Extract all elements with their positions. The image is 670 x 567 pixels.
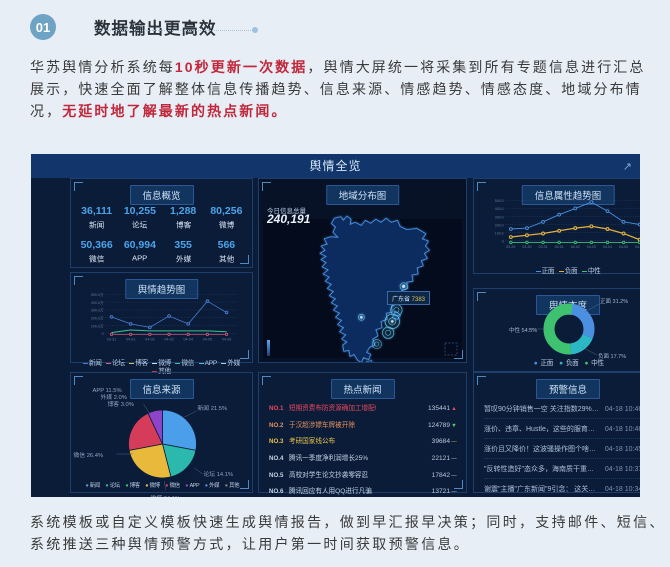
svg-text:04-01: 04-01 [126, 337, 135, 341]
svg-text:新闻 21.5%: 新闻 21.5% [198, 404, 228, 412]
svg-text:04-06: 04-06 [635, 245, 640, 249]
svg-text:博客 3.0%: 博客 3.0% [108, 400, 134, 408]
svg-text:03-31: 03-31 [107, 337, 116, 341]
svg-text:外媒 2.0%: 外媒 2.0% [101, 393, 127, 401]
svg-text:04-01: 04-01 [555, 245, 564, 249]
svg-text:论坛 14.1%: 论坛 14.1% [204, 470, 234, 478]
svg-text:微博 24.1%: 微博 24.1% [151, 494, 181, 497]
svg-text:04-02: 04-02 [145, 337, 154, 341]
svg-text:04-05: 04-05 [619, 245, 628, 249]
svg-text:04-03: 04-03 [164, 337, 173, 341]
svg-text:03-30: 03-30 [522, 245, 531, 249]
svg-text:0: 0 [502, 239, 504, 243]
svg-text:04-04: 04-04 [603, 245, 612, 249]
svg-text:03-29: 03-29 [506, 245, 515, 249]
svg-text:300.0万: 300.0万 [91, 309, 104, 313]
svg-text:500.0: 500.0 [495, 199, 504, 203]
svg-text:04-05: 04-05 [203, 337, 212, 341]
svg-text:APP 11.5%: APP 11.5% [93, 388, 122, 394]
svg-text:中性 54.5%: 中性 54.5% [509, 326, 537, 334]
svg-text:100.0: 100.0 [495, 231, 504, 235]
svg-text:500.0万: 500.0万 [91, 293, 104, 297]
svg-text:400.0万: 400.0万 [91, 301, 104, 305]
svg-text:微信 26.4%: 微信 26.4% [74, 451, 104, 459]
svg-text:03-31: 03-31 [538, 245, 547, 249]
svg-text:0: 0 [102, 332, 104, 336]
svg-text:04-02: 04-02 [571, 245, 580, 249]
svg-text:300.0: 300.0 [495, 215, 504, 219]
svg-text:200.0: 200.0 [495, 223, 504, 227]
svg-text:正面 31.2%: 正面 31.2% [600, 298, 628, 305]
svg-text:100.0万: 100.0万 [91, 324, 104, 328]
svg-text:400.0: 400.0 [495, 207, 504, 211]
svg-text:200.0万: 200.0万 [91, 317, 104, 321]
svg-text:04-04: 04-04 [184, 337, 193, 341]
svg-text:04-03: 04-03 [587, 245, 596, 249]
svg-text:04-06: 04-06 [222, 337, 231, 341]
